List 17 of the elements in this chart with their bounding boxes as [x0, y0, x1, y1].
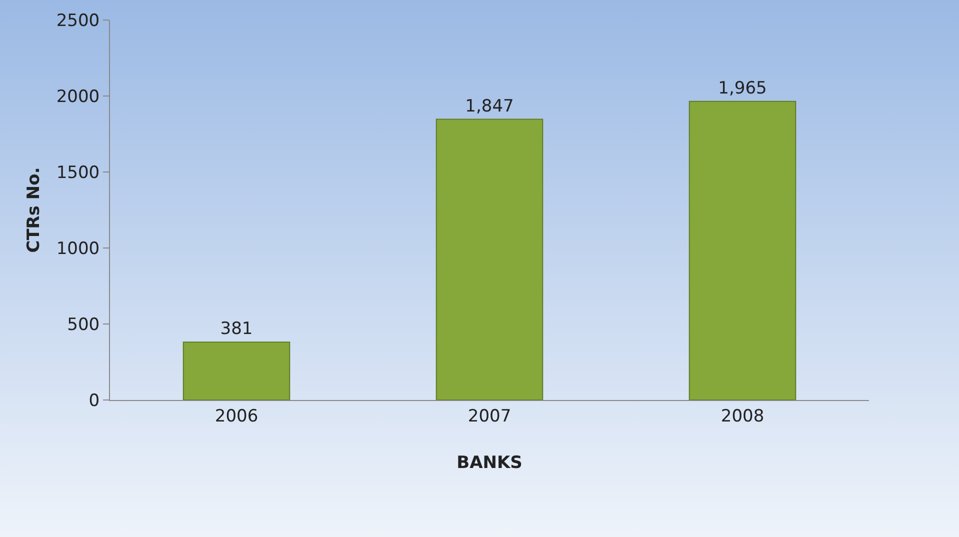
data-label: 1,847 [465, 96, 514, 116]
bar [688, 100, 796, 400]
data-label: 1,965 [718, 78, 767, 98]
y-axis-title: CTRs No. [24, 167, 44, 253]
x-axis-title: BANKS [456, 452, 522, 473]
x-tick-label: 2006 [214, 406, 258, 426]
y-tick-label: 1500 [56, 162, 100, 183]
x-tick-label: 2007 [468, 406, 512, 426]
x-tick-label: 2008 [720, 406, 764, 426]
y-tick-label: 2500 [56, 10, 100, 31]
y-tick-label: 2000 [56, 86, 100, 107]
y-tick-label: 0 [88, 390, 100, 411]
bar [182, 342, 290, 400]
data-label: 381 [220, 319, 253, 340]
y-tick-label: 1000 [56, 238, 100, 259]
y-tick-label: 500 [67, 314, 100, 335]
bar [436, 118, 544, 400]
